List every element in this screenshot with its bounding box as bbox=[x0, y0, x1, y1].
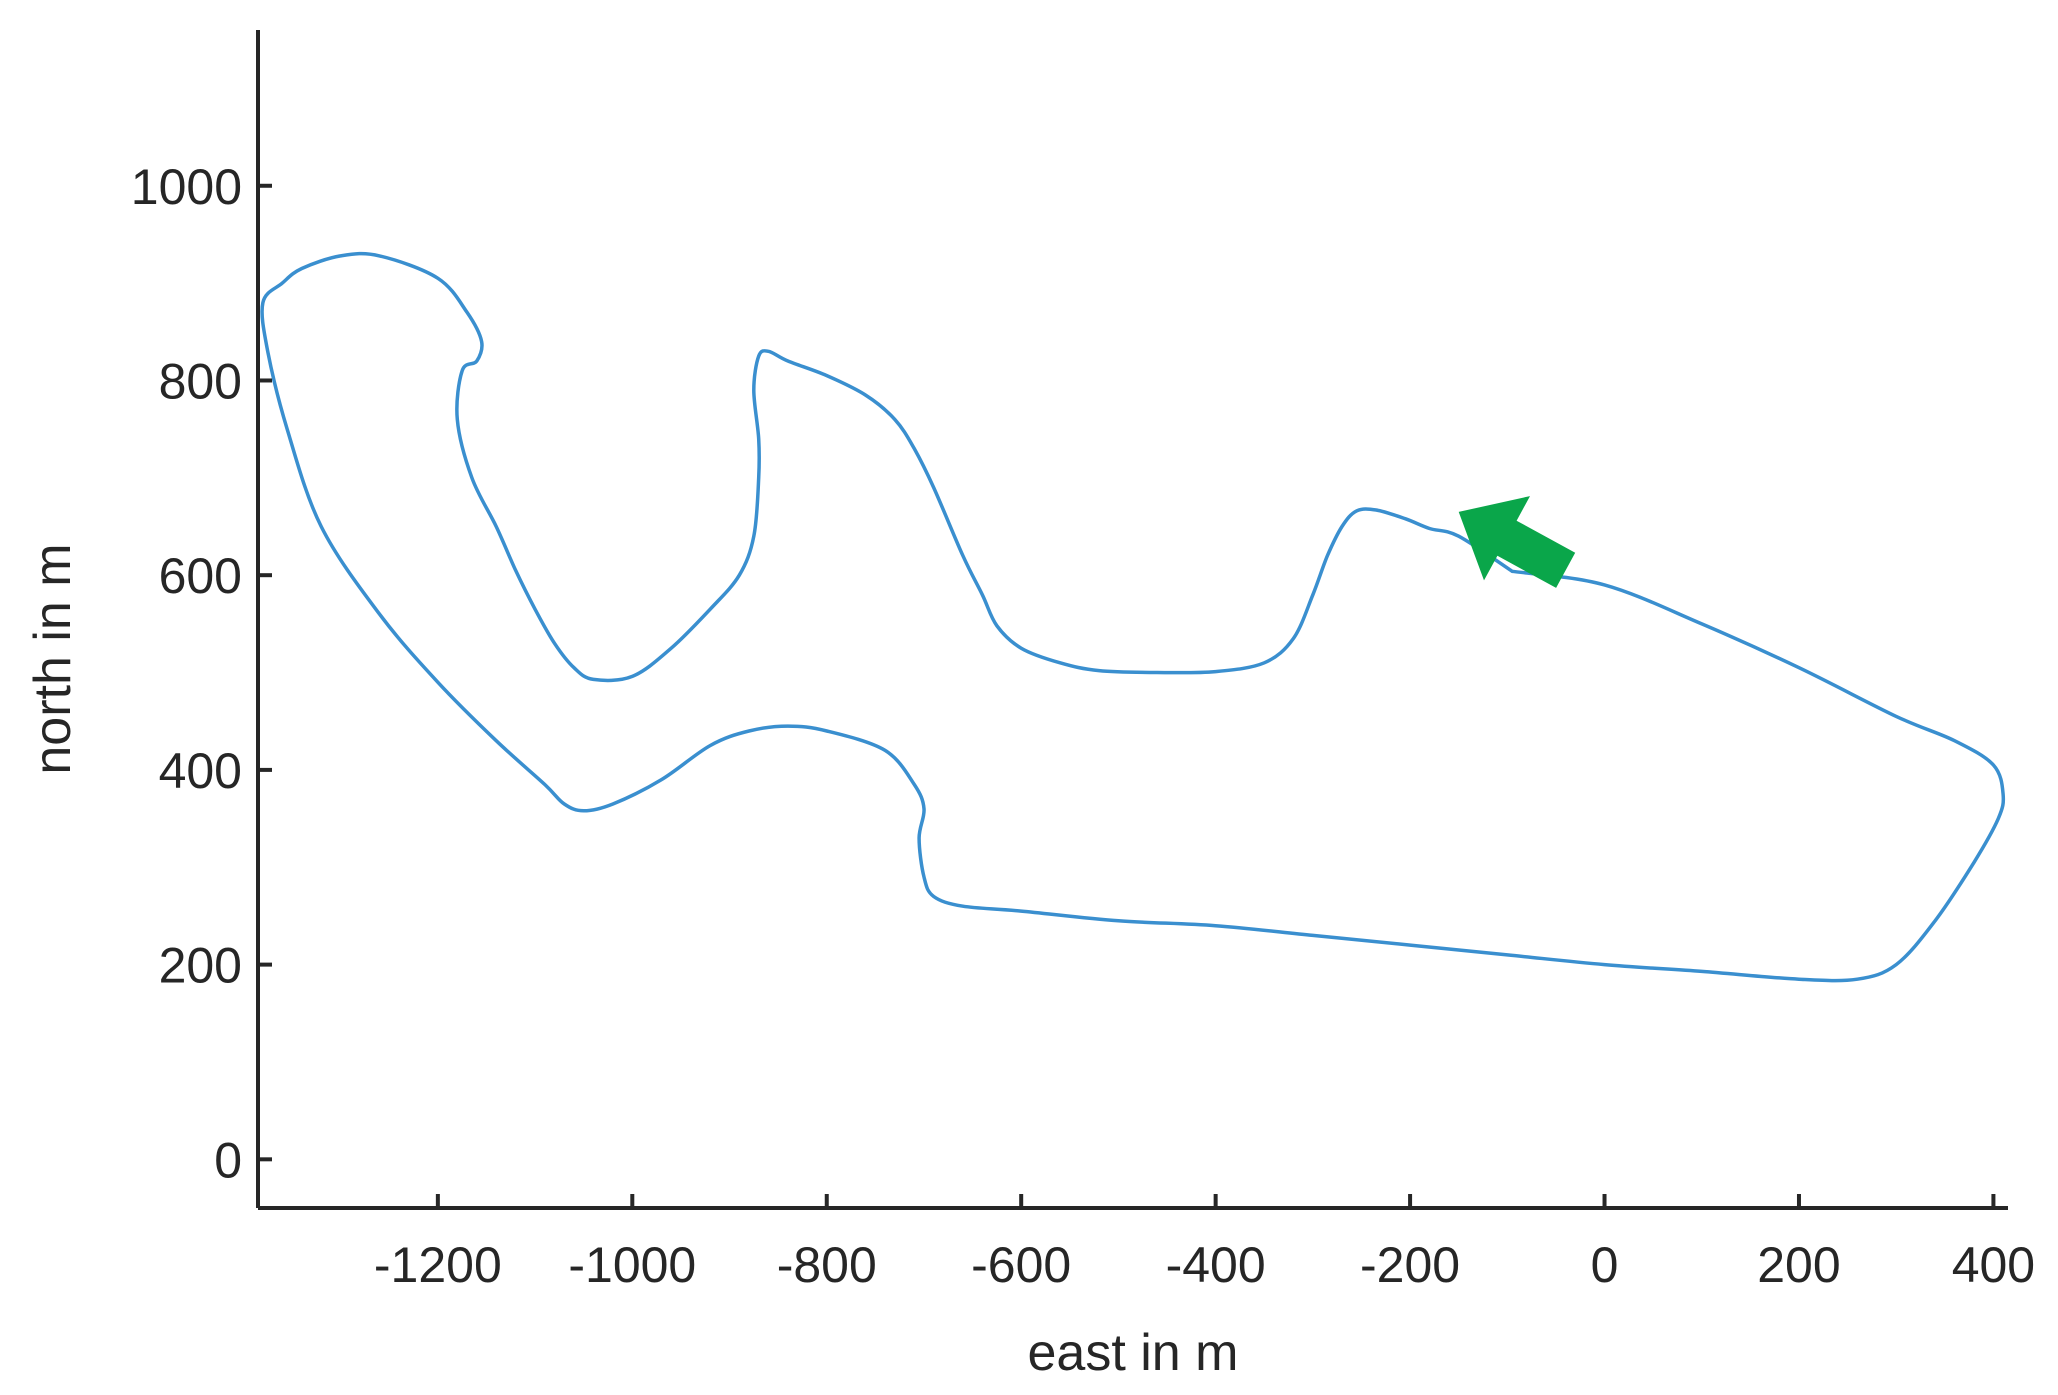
x-axis-ticks: -1200 -1000 -800 -600 -400 -200 0 200 400 bbox=[374, 1194, 2035, 1293]
x-tick-label: -1000 bbox=[568, 1237, 696, 1293]
y-tick-label: 800 bbox=[159, 353, 242, 409]
x-tick-label: -600 bbox=[971, 1237, 1071, 1293]
x-tick-label: -200 bbox=[1360, 1237, 1460, 1293]
x-tick-label: 200 bbox=[1757, 1237, 1840, 1293]
x-axis-label: east in m bbox=[1028, 1324, 1239, 1382]
x-tick-label: -800 bbox=[777, 1237, 877, 1293]
x-tick-label: -1200 bbox=[374, 1237, 502, 1293]
x-tick-label: 400 bbox=[1952, 1237, 2035, 1293]
arrow-shape bbox=[1458, 496, 1576, 588]
track-line bbox=[260, 251, 2006, 983]
x-tick-label: 0 bbox=[1591, 1237, 1619, 1293]
start-direction-arrow bbox=[1458, 496, 1576, 588]
x-tick-label: -400 bbox=[1166, 1237, 1266, 1293]
y-tick-label: 200 bbox=[159, 938, 242, 994]
y-tick-label: 0 bbox=[214, 1132, 242, 1188]
y-axis-ticks: 0 200 400 600 800 1000 bbox=[131, 159, 272, 1188]
y-axis-label: north in m bbox=[24, 543, 82, 774]
y-tick-label: 600 bbox=[159, 548, 242, 604]
y-tick-label: 1000 bbox=[131, 159, 242, 215]
y-tick-label: 400 bbox=[159, 743, 242, 799]
